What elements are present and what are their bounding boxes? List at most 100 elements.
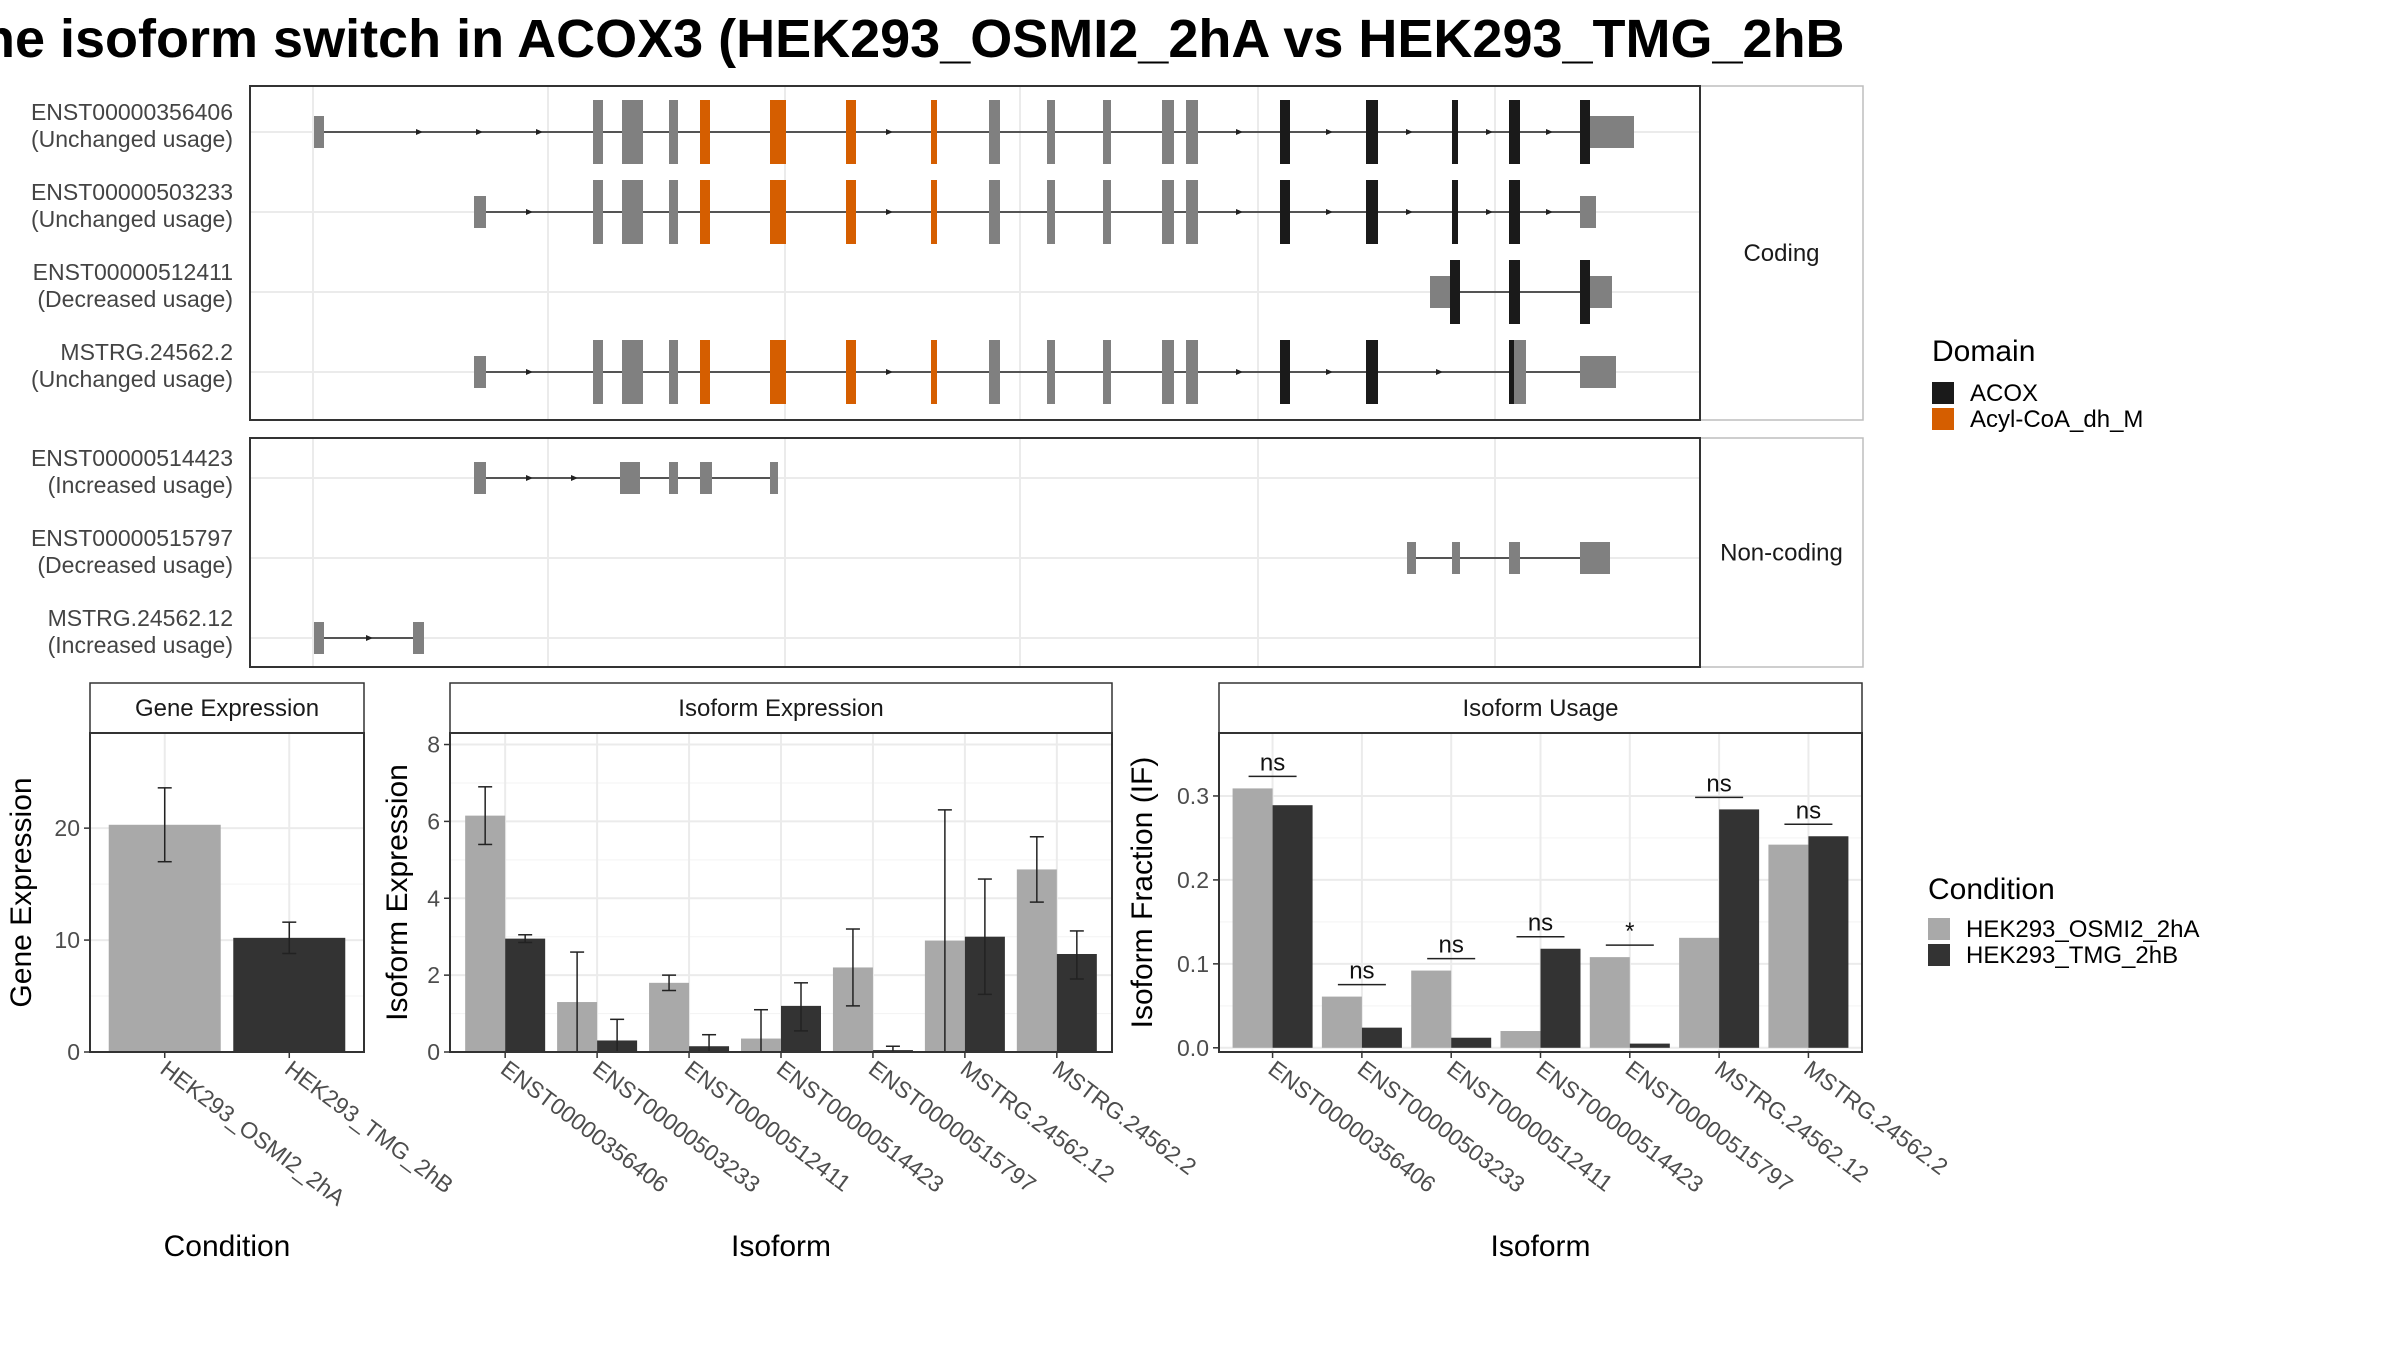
isoform-usage-label: (Decreased usage) bbox=[37, 286, 233, 312]
y-tick-label: 0 bbox=[67, 1039, 80, 1065]
exon-block bbox=[931, 180, 937, 244]
bar bbox=[649, 982, 690, 1052]
exon-block bbox=[989, 340, 1000, 404]
legend-swatch bbox=[1932, 408, 1954, 430]
legend-swatch bbox=[1932, 382, 1954, 404]
bar bbox=[1540, 948, 1581, 1048]
exon-block bbox=[413, 622, 424, 654]
exon-block bbox=[620, 462, 632, 494]
isoform-id-label: ENST00000514423 bbox=[31, 445, 233, 471]
significance-label: ns bbox=[1439, 932, 1464, 959]
exon-block bbox=[1186, 100, 1198, 164]
chart-title: he isoform switch in ACOX3 (HEK293_OSMI2… bbox=[0, 9, 1845, 69]
exon-block bbox=[931, 100, 937, 164]
x-tick-label: ENST00000512411 bbox=[680, 1055, 856, 1196]
x-axis-title: Isoform bbox=[731, 1230, 831, 1263]
exon-block bbox=[474, 196, 486, 228]
direction-arrow bbox=[1236, 209, 1243, 215]
x-tick-label: ENST00000512411 bbox=[1442, 1055, 1618, 1196]
isoform-usage-label: (Increased usage) bbox=[48, 632, 233, 658]
y-tick-label: 8 bbox=[427, 732, 440, 758]
legend-label: ACOX bbox=[1970, 380, 2038, 407]
bar bbox=[1768, 844, 1809, 1048]
isoform-track: ENST00000512411(Decreased usage) bbox=[33, 259, 1612, 324]
exon-block bbox=[1103, 100, 1111, 164]
y-tick-label: 4 bbox=[427, 885, 440, 911]
exon-block bbox=[1452, 100, 1458, 164]
isoform-id-label: MSTRG.24562.12 bbox=[48, 605, 233, 631]
exon-block bbox=[1366, 340, 1378, 404]
significance-label: * bbox=[1625, 918, 1634, 945]
direction-arrow bbox=[476, 129, 483, 135]
x-tick-label: ENST00000356406 bbox=[1264, 1055, 1441, 1197]
bar bbox=[1808, 836, 1849, 1048]
exon-block bbox=[1047, 180, 1055, 244]
exon-block bbox=[1366, 180, 1378, 244]
legend-label: HEK293_TMG_2hB bbox=[1966, 942, 2178, 969]
panel-label: Non-coding bbox=[1720, 540, 1843, 567]
exon-block bbox=[1407, 542, 1416, 574]
exon-block bbox=[1514, 340, 1526, 404]
isoform-usage-label: (Decreased usage) bbox=[37, 552, 233, 578]
y-tick-label: 0.0 bbox=[1177, 1035, 1209, 1061]
isoform-id-label: ENST00000503233 bbox=[31, 179, 233, 205]
exon-block bbox=[1590, 116, 1634, 148]
panel-title: Isoform Expression bbox=[678, 695, 883, 722]
y-axis-title: Isoform Fraction (IF) bbox=[1126, 757, 1159, 1029]
exon-block bbox=[622, 340, 643, 404]
isoform-track: ENST00000514423(Increased usage) bbox=[31, 445, 778, 498]
exon-block bbox=[1509, 180, 1520, 244]
x-tick-label: ENST00000515797 bbox=[1621, 1055, 1798, 1197]
x-tick-label: MSTRG.24562.12 bbox=[1710, 1055, 1874, 1187]
x-tick-label: ENST00000356406 bbox=[496, 1055, 673, 1197]
exon-block bbox=[622, 100, 643, 164]
isoform-usage-label: (Increased usage) bbox=[48, 472, 233, 498]
exon-block bbox=[846, 100, 856, 164]
exon-block bbox=[474, 356, 486, 388]
significance-label: ns bbox=[1349, 958, 1374, 985]
isoform-id-label: ENST00000512411 bbox=[33, 259, 233, 285]
exon-block bbox=[770, 180, 786, 244]
panel-title: Isoform Usage bbox=[1462, 695, 1618, 722]
direction-arrow bbox=[536, 129, 543, 135]
isoform-track: ENST00000515797(Decreased usage) bbox=[31, 525, 1610, 578]
y-axis-title: Gene Expression bbox=[5, 777, 38, 1007]
y-tick-label: 0.3 bbox=[1177, 783, 1209, 809]
exon-block bbox=[1580, 542, 1610, 574]
exon-block bbox=[1162, 180, 1174, 244]
panel-strip bbox=[1218, 682, 1863, 734]
exon-block bbox=[1452, 180, 1458, 244]
isoform-track: MSTRG.24562.2(Unchanged usage) bbox=[31, 339, 1616, 404]
exon-block bbox=[770, 462, 778, 494]
direction-arrow bbox=[1326, 209, 1333, 215]
direction-arrow bbox=[366, 635, 373, 641]
bar bbox=[1500, 1031, 1541, 1048]
exon-block bbox=[593, 180, 603, 244]
exon-block bbox=[700, 180, 710, 244]
condition-legend-title: Condition bbox=[1928, 873, 2055, 906]
direction-arrow bbox=[571, 475, 578, 481]
x-tick-label: MSTRG.24562.12 bbox=[956, 1055, 1120, 1187]
exon-block bbox=[474, 462, 486, 494]
bar bbox=[1411, 970, 1452, 1048]
exon-block bbox=[1280, 180, 1290, 244]
exon-block bbox=[1280, 100, 1290, 164]
exon-block bbox=[1509, 100, 1520, 164]
exon-block bbox=[669, 180, 678, 244]
exon-block bbox=[700, 340, 710, 404]
direction-arrow bbox=[886, 129, 893, 135]
bar bbox=[1629, 1043, 1670, 1048]
panel-strip bbox=[449, 682, 1113, 734]
exon-block bbox=[1162, 340, 1174, 404]
isoform-track: ENST00000356406(Unchanged usage) bbox=[31, 99, 1634, 164]
exon-block bbox=[669, 100, 678, 164]
isoform-track: MSTRG.24562.12(Increased usage) bbox=[48, 605, 424, 658]
direction-arrow bbox=[1326, 129, 1333, 135]
x-tick-label: ENST00000514423 bbox=[1531, 1055, 1708, 1197]
direction-arrow bbox=[1326, 369, 1333, 375]
direction-arrow bbox=[1236, 129, 1243, 135]
direction-arrow bbox=[416, 129, 423, 135]
direction-arrow bbox=[1546, 209, 1553, 215]
y-tick-label: 6 bbox=[427, 808, 440, 834]
exon-block bbox=[989, 180, 1000, 244]
